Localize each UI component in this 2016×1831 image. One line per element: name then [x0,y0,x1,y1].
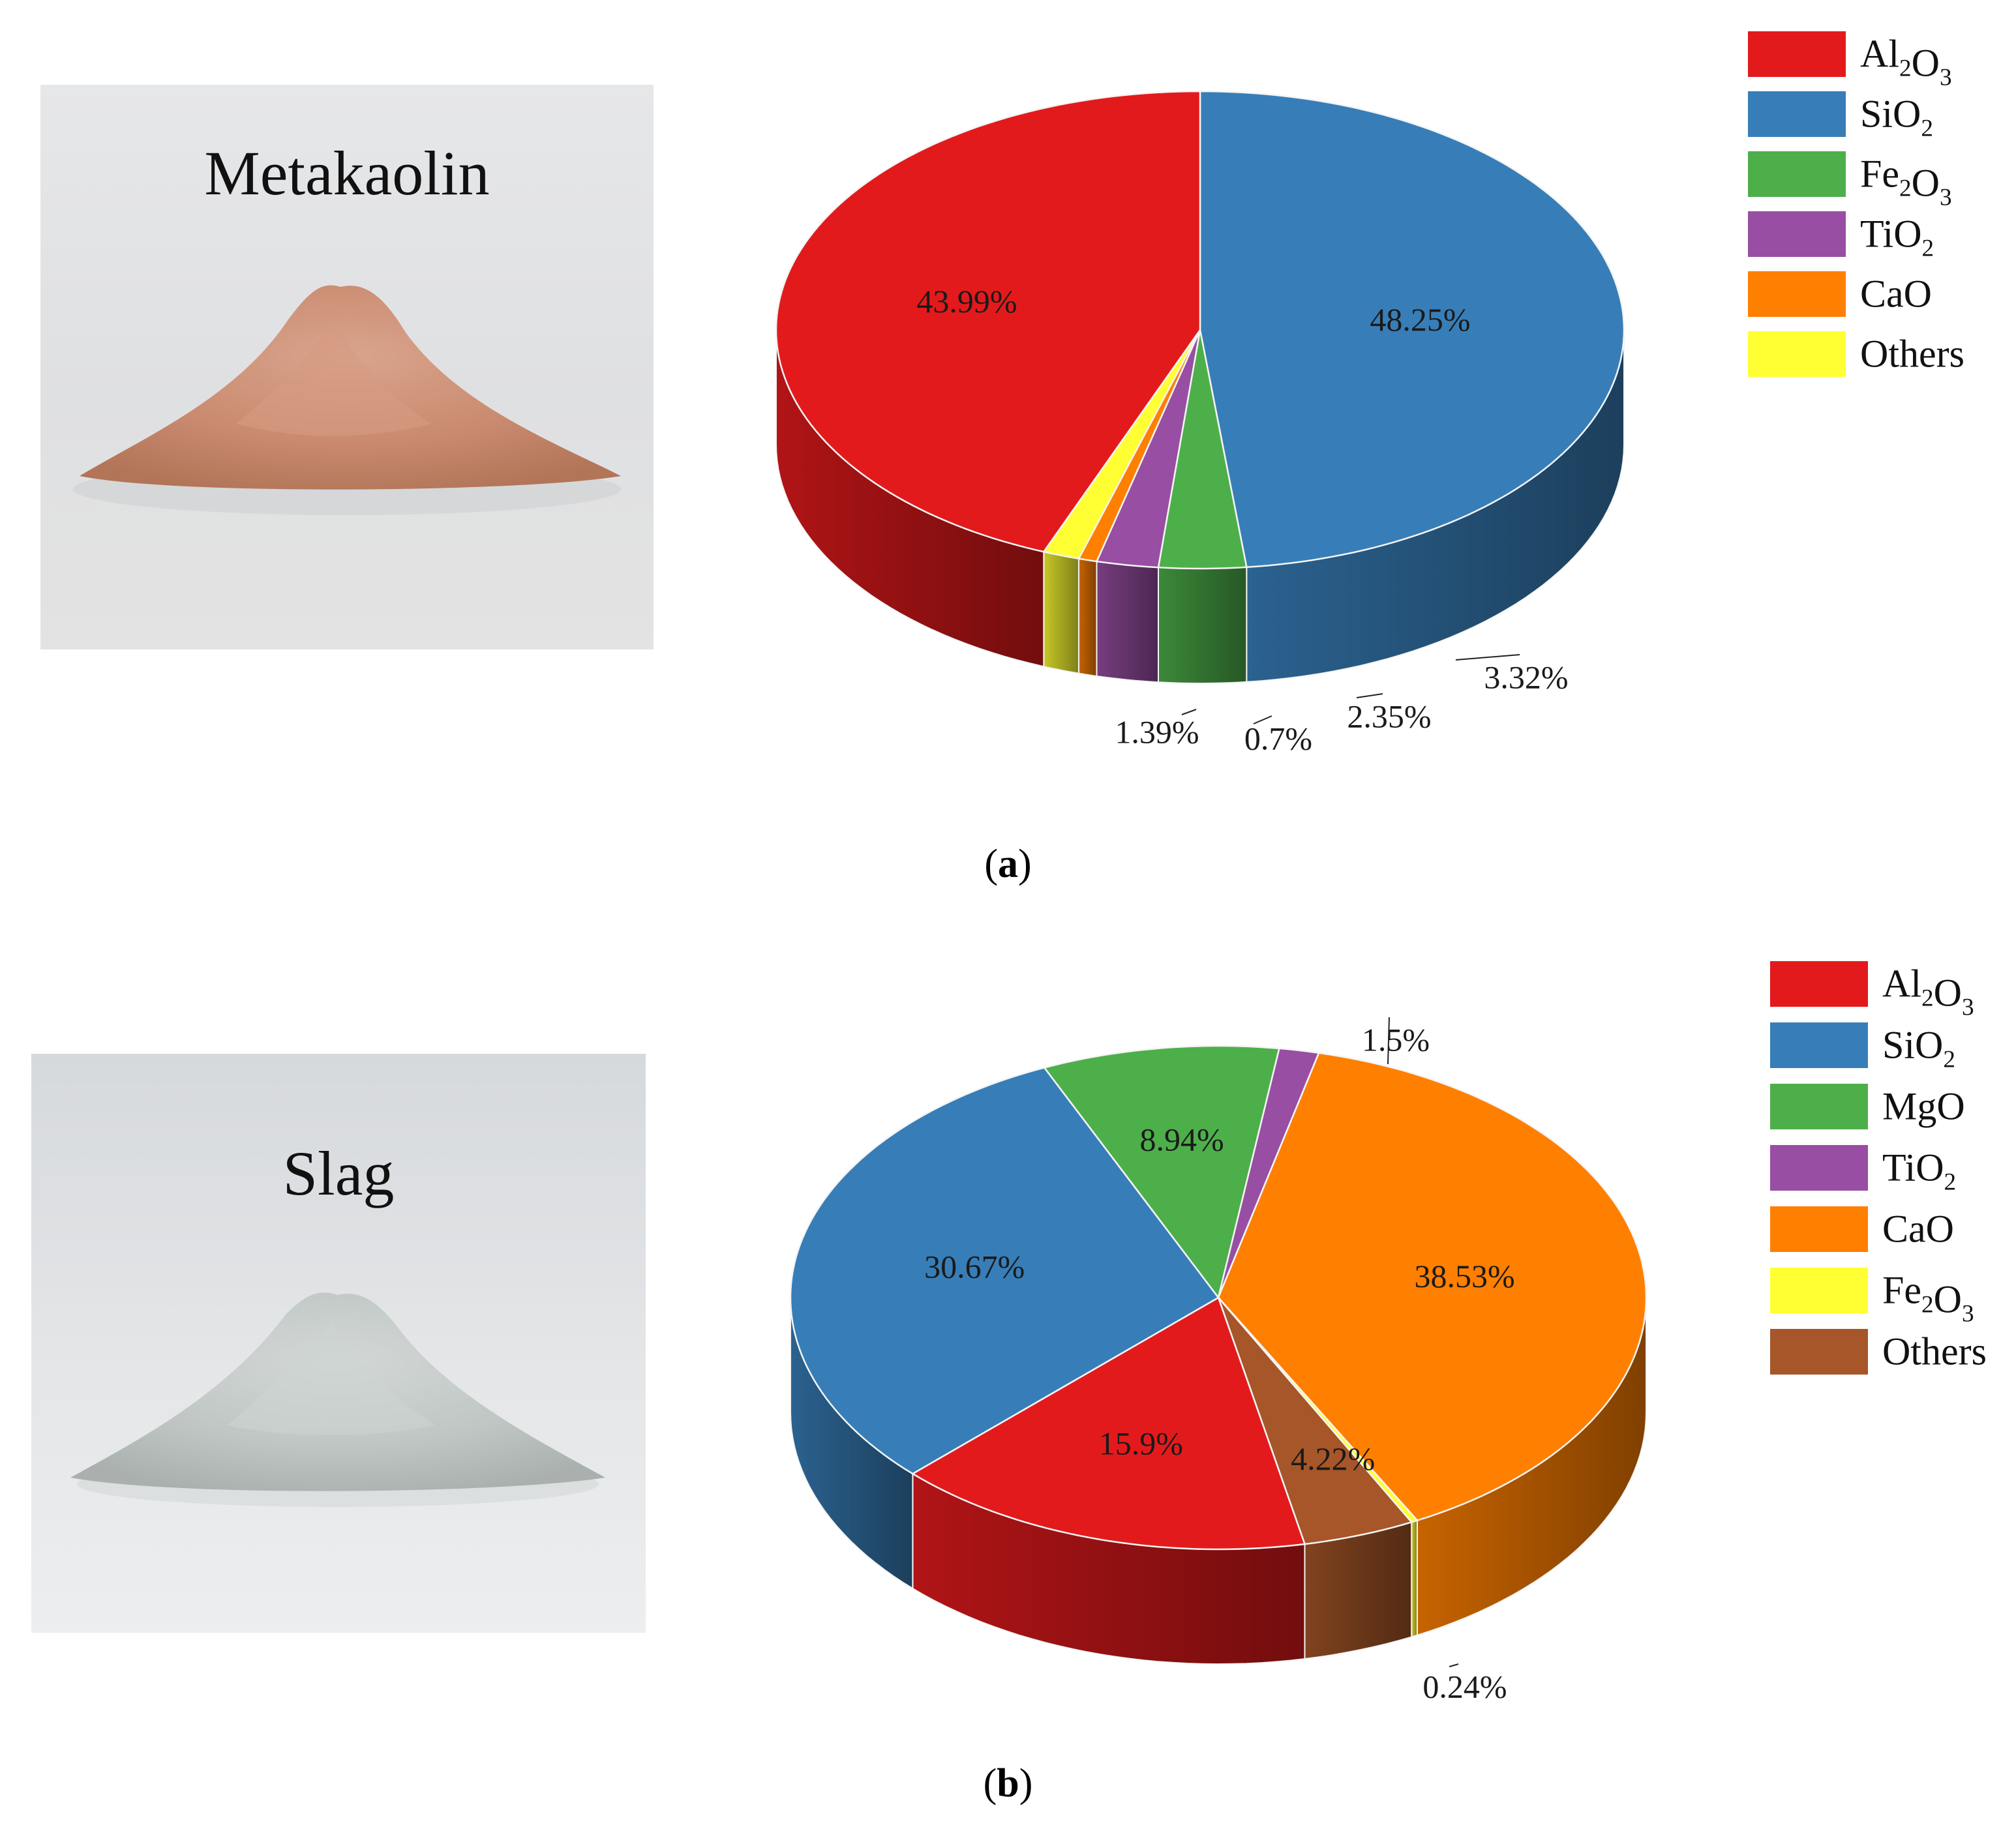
legend-label-tio2: TiO2 [1882,1146,1956,1196]
caption-b: (b) [983,1761,1033,1806]
legend-label-sio2: SiO2 [1882,1024,1955,1073]
metakaolin-photo: Metakaolin [40,85,654,649]
pie-slice-sio2 [789,1066,1220,1475]
data-label-fe2o3: 0.24% [1422,1668,1507,1704]
legend-label-cao: CaO [1860,273,1932,316]
legend-item-cao: CaO [1770,1206,1954,1252]
leader-line-tio2 [1356,693,1383,698]
legend-label-mgo: MgO [1882,1085,1965,1128]
legend-item-fe2o3: Fe2O3 [1748,151,1952,211]
legend-label-al2o3: Al2O3 [1860,33,1952,91]
data-label-tio2: 2.35% [1347,698,1431,734]
powder-pile-image [73,285,621,515]
legend-item-tio2: TiO2 [1770,1145,1956,1196]
pie-top [775,90,1625,570]
pie-slice-al2o3 [775,90,1201,553]
legend-label-sio2: SiO2 [1860,93,1933,142]
data-label-others: 4.22% [1291,1440,1375,1477]
legend-swatch-tio2 [1748,211,1846,257]
legend-item-sio2: SiO2 [1748,91,1933,142]
legend-item-al2o3: Al2O3 [1770,961,1974,1021]
legend-swatch-fe2o3 [1770,1268,1868,1313]
leader-line-fe2o3 [1455,654,1520,661]
pie-side-fe2o3 [1158,566,1248,685]
legend-item-mgo: MgO [1770,1084,1965,1129]
legend-item-al2o3: Al2O3 [1748,31,1952,91]
metakaolin-pie-chart: 48.25% 3.32% 2.35% 0.7% 1.39% 43.99% Al2O3SiO2… [775,31,1964,756]
legend-swatch-mgo [1770,1084,1868,1129]
legend-item-others: Others [1770,1329,1987,1375]
pie-side-fe2o3 [1411,1519,1418,1638]
pie-top [789,1045,1647,1551]
panel-a: Metakaolin 48.25% 3.32% 2.35% 0.7% 1.39% 43.9… [40,31,1964,886]
leader-line-fe2o3 [1449,1663,1459,1667]
legend-swatch-others [1770,1329,1868,1375]
pie-labels: 8.94% 1.5% 38.53% 0.24% 4.22% 15.9% 30.67% [924,1017,1515,1704]
legend-item-sio2: SiO2 [1770,1022,1955,1073]
data-label-cao: 38.53% [1415,1258,1515,1294]
data-label-al2o3: 43.99% [916,283,1017,320]
data-label-al2o3: 15.9% [1099,1425,1183,1461]
legend-label-al2o3: Al2O3 [1882,962,1974,1021]
pie-side-tio2 [1096,560,1159,683]
legend-swatch-sio2 [1770,1022,1868,1068]
data-label-sio2: 30.67% [924,1249,1025,1285]
pie-slice-others [1042,329,1201,560]
data-label-mgo: 8.94% [1139,1121,1224,1157]
legend-swatch-fe2o3 [1748,151,1846,197]
legend-swatch-cao [1748,271,1846,317]
pie-slice-sio2 [1199,90,1625,569]
pie-sides [790,1297,1647,1665]
pie-labels: 48.25% 3.32% 2.35% 0.7% 1.39% 43.99% [916,283,1568,756]
leader-line-cao [1253,715,1272,724]
pie-slice-mgo [1043,1045,1280,1300]
slag-pie-chart: 8.94% 1.5% 38.53% 0.24% 4.22% 15.9% 30.67% Al2O… [789,961,1987,1704]
legend-swatch-al2o3 [1748,31,1846,77]
pie-slice-cao [1217,1052,1647,1522]
metakaolin-label: Metakaolin [204,138,490,208]
pie-side-cao [1078,558,1098,677]
legend-swatch-tio2 [1770,1145,1868,1191]
legend-item-tio2: TiO2 [1748,211,1934,262]
data-label-tio2: 1.5% [1362,1021,1430,1058]
caption-a-letter: a [998,842,1018,886]
legend-swatch-others [1748,331,1846,377]
caption-a: (a) [984,842,1032,886]
pie-slice-fe2o3 [1157,329,1248,570]
pie-sides [775,329,1625,685]
legend-item-cao: CaO [1748,271,1932,317]
data-label-sio2: 48.25% [1370,301,1470,338]
legend-swatch-al2o3 [1770,961,1868,1007]
pie-slice-al2o3 [910,1296,1306,1551]
leader-line-tio2 [1387,1017,1390,1065]
data-label-others: 1.39% [1115,713,1199,750]
legend-label-fe2o3: Fe2O3 [1860,153,1952,211]
slag-photo: Slag [31,1054,646,1633]
legend-swatch-sio2 [1748,91,1846,137]
slag-label: Slag [282,1139,395,1208]
panel-b: Slag 8.94% 1.5% 38.53% 0.24% 4.22% 15.9% 30.67… [0,916,2016,1831]
pie-slice-others [1217,1297,1413,1545]
legend-label-fe2o3: Fe2O3 [1882,1269,1974,1328]
legend-label-cao: CaO [1882,1208,1954,1251]
leader-line-others [1181,709,1197,715]
legend-label-others: Others [1882,1330,1987,1373]
powder-pile-image [70,1292,605,1507]
legend-label-tio2: TiO2 [1860,213,1934,262]
legend-label-others: Others [1860,333,1964,376]
data-label-cao: 0.7% [1244,720,1312,756]
legend-swatch-cao [1770,1206,1868,1252]
pie-side-others [1043,550,1079,674]
data-label-fe2o3: 3.32% [1484,659,1568,695]
caption-b-letter: b [997,1761,1019,1806]
legend-item-fe2o3: Fe2O3 [1770,1268,1974,1328]
legend-item-others: Others [1748,331,1964,377]
